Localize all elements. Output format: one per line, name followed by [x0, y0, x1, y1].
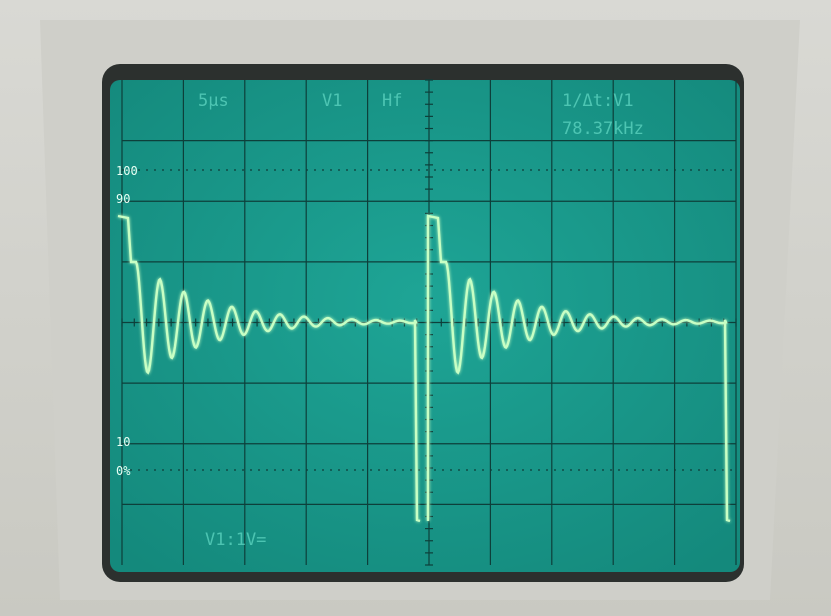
screen	[110, 80, 740, 572]
level-label: 10	[116, 435, 130, 449]
channel-label: V1	[322, 91, 342, 111]
measure-mode: 1/Δt:V1	[562, 91, 634, 111]
level-label: 0%	[116, 464, 131, 478]
level-label: 100	[116, 164, 138, 178]
channel-scale: V1:1V=	[205, 530, 266, 550]
filter-label: Hf	[382, 91, 402, 111]
measure-value: 78.37kHz	[562, 119, 644, 139]
oscilloscope-photo: 5µs V1 Hf 1/Δt:V1 78.37kHz 100 90 10 0% …	[0, 0, 831, 616]
timebase: 5µs	[198, 91, 229, 111]
level-label: 90	[116, 192, 130, 206]
